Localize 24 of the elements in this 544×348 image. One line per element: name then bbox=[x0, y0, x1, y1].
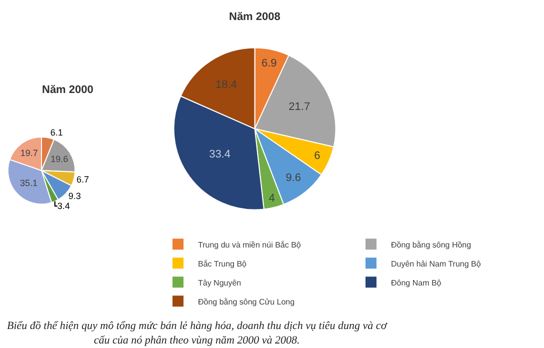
legend-label: Tây Nguyên bbox=[198, 278, 242, 288]
chart-title: Năm 2008 bbox=[229, 11, 280, 23]
legend-label: Đông Nam Bộ bbox=[391, 278, 442, 288]
data-label: 33.4 bbox=[209, 148, 231, 160]
data-label: 6.7 bbox=[76, 174, 89, 184]
data-label: 6.9 bbox=[261, 58, 277, 70]
chart-title: Năm 2000 bbox=[42, 84, 94, 96]
data-label: 19.6 bbox=[50, 154, 68, 164]
data-label: 35.1 bbox=[20, 178, 38, 188]
legend-label: Đồng bằng sông Cửu Long bbox=[198, 297, 295, 306]
legend-label: Duyên hải Nam Trung Bộ bbox=[391, 259, 482, 268]
data-label: 9.6 bbox=[286, 172, 301, 184]
data-label: 6 bbox=[314, 150, 320, 162]
data-label: 4 bbox=[268, 192, 275, 205]
legend-label: Trung du và miền núi Bắc Bộ bbox=[198, 240, 302, 250]
legend-label: Bắc Trung Bộ bbox=[198, 259, 248, 268]
text: Biểu đồ thể hiện quy mô tổng mức bán lẻ hàng hóa, doanh thu dịch vụ tiêu dung và cơ cấu của nó phân theo vùng năm 2000 và 2008. bbox=[7, 320, 388, 346]
data-label: 6.1 bbox=[50, 128, 63, 138]
data-label: 19.7 bbox=[20, 148, 38, 158]
legend-label: Đồng bằng sông Hồng bbox=[391, 240, 472, 250]
data-label: 3.4 bbox=[57, 201, 70, 212]
data-label: 9.3 bbox=[68, 191, 81, 202]
data-label: 21.7 bbox=[288, 100, 310, 113]
data-label: 18.4 bbox=[215, 78, 237, 91]
